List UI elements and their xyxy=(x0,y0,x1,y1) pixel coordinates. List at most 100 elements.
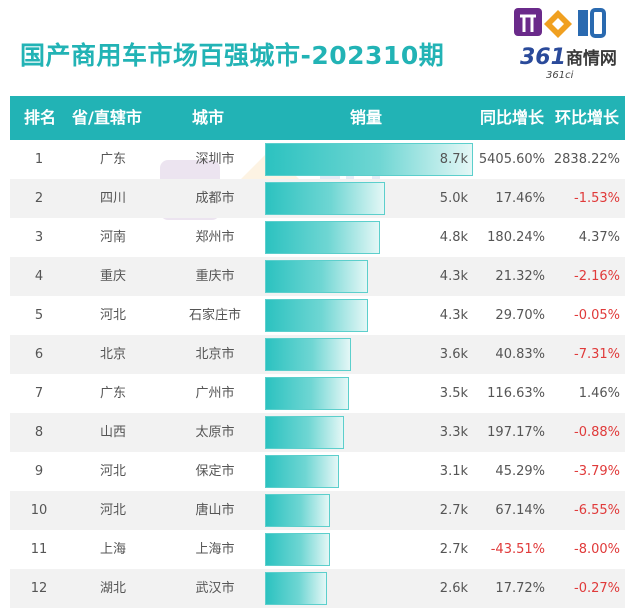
table-row: 9 河北 保定市 3.1k 45.29% -3.79% xyxy=(10,452,625,491)
sales-value: 3.5k xyxy=(439,386,468,401)
mom-cell: -1.53% xyxy=(574,191,620,206)
sales-value: 3.3k xyxy=(439,425,468,440)
province-cell: 河北 xyxy=(99,308,126,323)
mom-cell: -2.16% xyxy=(574,269,620,284)
rank-cell: 4 xyxy=(34,269,44,284)
sales-bar xyxy=(265,416,344,449)
col-rank: 排名 xyxy=(24,108,57,127)
table-row: 1 广东 深圳市 8.7k 5405.60% 2838.22% xyxy=(10,140,625,179)
sales-bar xyxy=(265,572,327,605)
city-cell: 石家庄市 xyxy=(188,308,241,323)
sales-value: 2.7k xyxy=(439,503,468,518)
yoy-cell: 17.46% xyxy=(495,191,545,206)
sales-bar xyxy=(265,533,330,566)
rank-cell: 3 xyxy=(34,230,44,245)
province-cell: 四川 xyxy=(99,191,126,206)
yoy-cell: 67.14% xyxy=(495,503,545,518)
yoy-cell: -43.51% xyxy=(490,542,545,557)
sales-value: 3.6k xyxy=(439,347,468,362)
province-cell: 重庆 xyxy=(99,269,126,284)
table-row: 10 河北 唐山市 2.7k 67.14% -6.55% xyxy=(10,491,625,530)
yoy-cell: 17.72% xyxy=(495,581,545,596)
sales-value: 3.1k xyxy=(439,464,468,479)
mom-cell: -7.31% xyxy=(574,347,620,362)
sales-bar xyxy=(265,221,380,254)
province-cell: 湖北 xyxy=(99,581,126,596)
mom-cell: -0.88% xyxy=(574,425,620,440)
table-row: 5 河北 石家庄市 4.3k 29.70% -0.05% xyxy=(10,296,625,335)
sales-bar xyxy=(265,260,368,293)
city-cell: 保定市 xyxy=(195,464,235,479)
col-city: 城市 xyxy=(192,108,225,127)
mom-cell: -8.00% xyxy=(574,542,620,557)
sales-bar xyxy=(265,338,351,371)
page-title: 国产商用车市场百强城市-202310期 xyxy=(20,41,445,70)
sales-value: 8.7k xyxy=(439,152,468,167)
sales-value: 2.7k xyxy=(439,542,468,557)
mom-cell: -3.79% xyxy=(574,464,620,479)
rank-cell: 8 xyxy=(34,425,44,440)
city-cell: 太原市 xyxy=(195,425,235,440)
table-row: 3 河南 郑州市 4.8k 180.24% 4.37% xyxy=(10,218,625,257)
361-logo-icon xyxy=(514,8,606,38)
table-body: 1 广东 深圳市 8.7k 5405.60% 2838.22% 2 四川 成都市 5.0k 17.4… xyxy=(10,140,625,608)
rank-cell: 12 xyxy=(30,581,48,596)
city-cell: 唐山市 xyxy=(195,503,235,518)
header: 国产商用车市场百强城市-202310期 361商情网 361ci xyxy=(0,0,635,96)
table-row: 4 重庆 重庆市 4.3k 21.32% -2.16% xyxy=(10,257,625,296)
mom-cell: 1.46% xyxy=(578,386,620,401)
city-cell: 成都市 xyxy=(195,191,235,206)
rank-cell: 5 xyxy=(34,308,44,323)
province-cell: 河南 xyxy=(99,230,126,245)
province-cell: 河北 xyxy=(99,464,126,479)
city-cell: 武汉市 xyxy=(195,581,235,596)
sales-value: 4.8k xyxy=(439,230,468,245)
province-cell: 广东 xyxy=(99,386,126,401)
yoy-cell: 40.83% xyxy=(495,347,545,362)
yoy-cell: 5405.60% xyxy=(478,152,545,167)
mom-cell: 4.37% xyxy=(578,230,620,245)
sales-bar xyxy=(265,182,385,215)
table-row: 7 广东 广州市 3.5k 116.63% 1.46% xyxy=(10,374,625,413)
logo-wordmark: 361商情网 xyxy=(520,45,617,70)
city-cell: 重庆市 xyxy=(195,269,235,284)
city-cell: 上海市 xyxy=(195,542,235,557)
sales-value: 4.3k xyxy=(439,269,468,284)
province-cell: 广东 xyxy=(99,152,126,167)
mom-cell: -0.27% xyxy=(574,581,620,596)
table-row: 8 山西 太原市 3.3k 197.17% -0.88% xyxy=(10,413,625,452)
rank-cell: 2 xyxy=(34,191,44,206)
rank-cell: 10 xyxy=(30,503,48,518)
rank-cell: 7 xyxy=(34,386,44,401)
table-row: 11 上海 上海市 2.7k -43.51% -8.00% xyxy=(10,530,625,569)
table-row: 6 北京 北京市 3.6k 40.83% -7.31% xyxy=(10,335,625,374)
mom-cell: -6.55% xyxy=(574,503,620,518)
rank-cell: 1 xyxy=(34,152,44,167)
ranking-table: 排名 省/直辖市 城市 销量 同比增长 环比增长 1 广东 深圳市 8.7k 5405.… xyxy=(10,96,625,608)
col-sales: 销量 xyxy=(350,108,383,127)
city-cell: 深圳市 xyxy=(195,152,235,167)
rank-cell: 6 xyxy=(34,347,44,362)
mom-cell: -0.05% xyxy=(574,308,620,323)
sales-bar xyxy=(265,299,368,332)
province-cell: 山西 xyxy=(99,425,126,440)
table-row: 2 四川 成都市 5.0k 17.46% -1.53% xyxy=(10,179,625,218)
rank-cell: 11 xyxy=(30,542,48,557)
yoy-cell: 29.70% xyxy=(495,308,545,323)
yoy-cell: 45.29% xyxy=(495,464,545,479)
yoy-cell: 197.17% xyxy=(487,425,545,440)
col-mom: 环比增长 xyxy=(555,108,620,127)
province-cell: 河北 xyxy=(99,503,126,518)
logo-subtext: 361ci xyxy=(546,70,574,81)
province-cell: 上海 xyxy=(99,542,126,557)
col-province: 省/直辖市 xyxy=(72,108,142,127)
sales-value: 2.6k xyxy=(439,581,468,596)
sales-bar xyxy=(265,143,473,176)
rank-cell: 9 xyxy=(34,464,44,479)
sales-bar xyxy=(265,455,339,488)
city-cell: 广州市 xyxy=(195,386,235,401)
yoy-cell: 21.32% xyxy=(495,269,545,284)
table-header: 排名 省/直辖市 城市 销量 同比增长 环比增长 xyxy=(10,96,625,140)
sales-value: 5.0k xyxy=(439,191,468,206)
city-cell: 北京市 xyxy=(195,347,235,362)
